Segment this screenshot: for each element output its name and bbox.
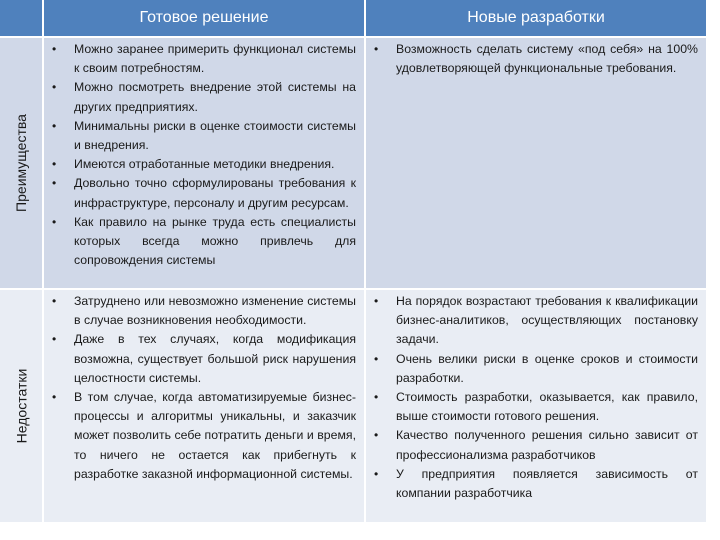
row-label-disadvantages: Недостатки: [0, 290, 42, 522]
list-item-text: Стоимость разработки, оказывается, как п…: [396, 390, 698, 424]
bullet-list: • На порядок возрастают требования к квал…: [374, 292, 698, 503]
list-item: • Даже в тех случаях, когда модификация в…: [52, 330, 356, 388]
bullet-icon: •: [52, 42, 57, 56]
list-item: • Стоимость разработки, оказывается, как …: [374, 388, 698, 426]
list-item: • Минимальны риски в оценке стоимости сис…: [52, 117, 356, 155]
bullet-icon: •: [374, 428, 379, 443]
list-item-text: Очень велики риски в оценке сроков и сто…: [396, 351, 698, 385]
bullet-icon: •: [52, 390, 57, 405]
list-item: • Очень велики риски в оценке сроков и ст…: [374, 350, 698, 388]
list-item-text: Довольно точно сформулированы требования…: [74, 176, 356, 210]
bullet-icon: •: [52, 332, 57, 347]
list-item-text: В том случае, когда автоматизируемые биз…: [74, 390, 356, 481]
list-item-text: Можно посмотреть внедрение этой системы …: [74, 80, 356, 114]
bullet-icon: •: [374, 466, 379, 481]
bullet-icon: •: [52, 157, 57, 172]
row-label-text: Недостатки: [13, 368, 30, 444]
list-item: • Можно посмотреть внедрение этой системы…: [52, 78, 356, 116]
row-label-advantages: Преимущества: [0, 38, 42, 288]
list-item: • Затруднено или невозможно изменение сис…: [52, 292, 356, 330]
list-item: • В том случае, когда автоматизируемые би…: [52, 388, 356, 484]
list-item-text: Имеются отработанные методики внедрения.: [74, 157, 335, 172]
list-item: • Как правило на рынке труда есть специал…: [52, 213, 356, 271]
list-item-text: Даже в тех случаях, когда модификация во…: [74, 332, 356, 385]
list-item-text: Можно заранее примерить функционал систе…: [74, 42, 356, 76]
list-item: • Имеются отработанные методики внедрения…: [52, 155, 356, 174]
bullet-icon: •: [52, 118, 57, 133]
bullet-list: • Можно заранее примерить функционал сист…: [52, 40, 356, 270]
cell-ready-advantages: • Можно заранее примерить функционал сист…: [44, 38, 364, 288]
list-item: • Возможность сделать систему «под себя» …: [374, 40, 698, 78]
list-item: • У предприятия появляется зависимость от…: [374, 465, 698, 503]
cell-new-advantages: • Возможность сделать систему «под себя» …: [366, 38, 706, 288]
header-new-development: Новые разработки: [366, 0, 706, 36]
list-item: • На порядок возрастают требования к квал…: [374, 292, 698, 350]
bullet-list: • Возможность сделать систему «под себя» …: [374, 40, 698, 78]
list-item: • Можно заранее примерить функционал сист…: [52, 40, 356, 78]
bullet-icon: •: [374, 42, 379, 56]
bullet-icon: •: [374, 390, 379, 405]
comparison-table: Готовое решение Новые разработки Преимущ…: [0, 0, 706, 522]
list-item-text: На порядок возрастают требования к квали…: [396, 294, 698, 347]
cell-ready-disadvantages: • Затруднено или невозможно изменение сис…: [44, 290, 364, 522]
row-label-text: Преимущества: [13, 114, 29, 212]
bullet-icon: •: [374, 294, 379, 308]
list-item: • Довольно точно сформулированы требовани…: [52, 174, 356, 212]
bullet-icon: •: [374, 351, 379, 366]
list-item-text: Возможность сделать систему «под себя» н…: [396, 42, 698, 76]
header-ready-solution: Готовое решение: [44, 0, 364, 36]
list-item-text: Минимальны риски в оценке стоимости сист…: [74, 118, 356, 153]
list-item: • Качество полученного решения сильно зав…: [374, 426, 698, 464]
bullet-icon: •: [52, 80, 57, 95]
list-item-text: У предприятия появляется зависимость от …: [396, 466, 698, 501]
header-corner: [0, 0, 42, 36]
cell-new-disadvantages: • На порядок возрастают требования к квал…: [366, 290, 706, 522]
bullet-icon: •: [52, 294, 57, 308]
list-item-text: Затруднено или невозможно изменение сист…: [74, 294, 356, 328]
list-item-text: Как правило на рынке труда есть специали…: [74, 214, 356, 268]
bullet-icon: •: [52, 176, 57, 191]
bullet-icon: •: [52, 214, 57, 229]
list-item-text: Качество полученного решения сильно зави…: [396, 428, 698, 462]
bullet-list: • Затруднено или невозможно изменение сис…: [52, 292, 356, 484]
